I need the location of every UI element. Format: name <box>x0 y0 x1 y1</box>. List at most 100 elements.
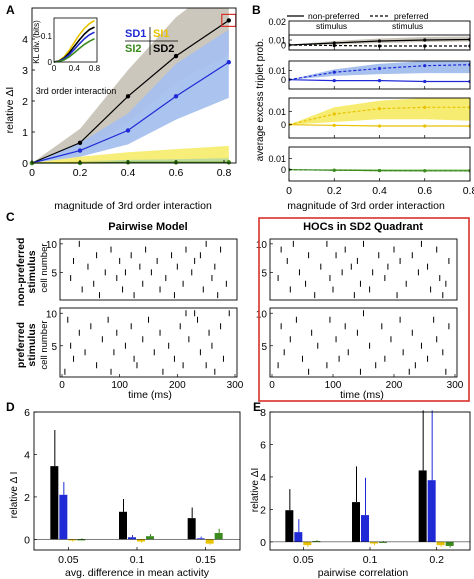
axes-frame <box>288 146 471 182</box>
panel-b-subplot-3: 00.01 <box>268 97 471 139</box>
axes-frame <box>269 411 471 551</box>
bar-si1 <box>303 541 312 546</box>
panel-a-ylabel: relative ΔI <box>4 87 16 134</box>
bar-si2 <box>146 536 154 540</box>
panel-a-legend: SD1 SI1 SI2 SD2 <box>125 27 178 55</box>
panel-c-row-label-bot-1: preferred <box>15 322 27 368</box>
x-tick-label: 0.6 <box>417 185 432 197</box>
panel-letter-a: A <box>6 3 15 17</box>
y-tick-label: 8 <box>260 407 266 419</box>
bar-sd2 <box>187 518 196 540</box>
y-tick-label: 5 <box>261 268 267 279</box>
point-nonpreferred <box>332 41 336 45</box>
point-si2 <box>226 160 231 165</box>
point-sd1 <box>77 148 83 153</box>
legend-pref-1: preferred <box>394 11 429 21</box>
point-preferred <box>332 43 336 48</box>
bar-sd1 <box>196 538 205 540</box>
raster-frame <box>269 307 458 378</box>
y-tick-label: 0 <box>281 120 286 130</box>
inset-x-tick: 0 <box>52 64 57 73</box>
point-preferred <box>332 168 336 172</box>
y-tick-label: 5 <box>261 342 267 353</box>
bar-si2 <box>77 539 86 541</box>
y-tick-label: 0 <box>281 75 286 85</box>
x-tick-label: 100 <box>111 380 128 391</box>
point-nonpreferred <box>332 123 336 127</box>
bar-si2 <box>445 541 454 546</box>
legend-sd1: SD1 <box>125 28 146 40</box>
sd2-highlight-box <box>258 217 470 402</box>
panel-d-xlabel: avg. difference in mean activity <box>65 567 210 579</box>
panel-b-xlabel: magnitude of 3rd order interaction <box>287 200 445 212</box>
y-tick-label: 0 <box>260 537 266 549</box>
x-tick-label: 0 <box>286 185 292 197</box>
y-tick-label: 10 <box>256 240 268 251</box>
point-sd1 <box>226 60 231 65</box>
point-preferred <box>423 105 427 109</box>
point-preferred <box>377 44 382 48</box>
y-tick-label: 10 <box>46 309 58 320</box>
x-tick-label: 0 <box>269 380 275 391</box>
raster-right-top: 5 10 <box>256 238 458 301</box>
bar-si2 <box>379 541 387 543</box>
point-sd1 <box>173 94 179 99</box>
panel-letter-d: D <box>6 400 15 414</box>
y-tick-label: 2 <box>260 504 266 516</box>
band <box>289 98 470 125</box>
bar-sd1 <box>361 515 369 542</box>
panel-letter-c: C <box>6 210 15 224</box>
x-tick-label: 300 <box>227 380 244 391</box>
band-si1 <box>32 145 229 163</box>
y-tick-label: 4 <box>260 472 266 484</box>
point-sd1 <box>125 128 131 133</box>
y-tick-label: 2 <box>22 96 28 108</box>
y-tick-label: 0 <box>281 41 286 51</box>
y-tick-label: 0 <box>281 165 286 175</box>
bar-sd1 <box>294 532 303 542</box>
legend-si2: SI2 <box>125 43 142 55</box>
point-preferred <box>377 66 382 71</box>
x-tick-label: 0.6 <box>169 167 184 179</box>
bar-si1 <box>436 541 445 546</box>
band-sd1 <box>32 29 229 163</box>
point-preferred <box>332 70 336 74</box>
point-nonpreferred <box>423 124 427 128</box>
legend-nonpref-2: stimulus <box>316 21 347 31</box>
panel-b-subplot-4: 00.01 <box>268 146 471 182</box>
panel-c-xlabel-right: time (ms) <box>340 389 384 401</box>
axes-frame <box>33 411 241 551</box>
panel-c-row-label-bot-2: stimulus <box>26 323 38 366</box>
point-nonpreferred <box>332 79 336 83</box>
panel-c-row-label-top-2: stimulus <box>26 250 38 293</box>
x-tick-label: 200 <box>169 380 186 391</box>
point-sd2 <box>125 94 131 99</box>
x-tick-label: 0.2 <box>73 167 88 179</box>
bar-si1 <box>137 539 145 542</box>
point-preferred <box>423 169 427 173</box>
bar-si2 <box>214 533 223 540</box>
raster-frame <box>59 307 238 378</box>
x-tick-label: 0.4 <box>372 185 387 197</box>
panel-b-inner <box>289 168 470 173</box>
point-sd2 <box>226 18 231 23</box>
y-tick-label: 6 <box>260 439 266 451</box>
raster-frame <box>269 238 458 301</box>
point-nonpreferred <box>377 39 382 43</box>
y-tick-label: 0.01 <box>268 66 286 76</box>
y-tick-label: 1 <box>22 127 28 139</box>
panel-e-xlabel: pairwise correlation <box>318 567 409 579</box>
panel-b-ylabel: average excess triplet prob. <box>255 39 266 162</box>
y-tick-label: 0.01 <box>268 36 286 46</box>
y-tick-label: 5 <box>51 342 57 353</box>
bar-sd2 <box>352 502 360 542</box>
inset-x-tick: 0.4 <box>69 64 81 73</box>
bar-si1 <box>370 541 378 544</box>
bar-si1 <box>68 539 77 541</box>
point-nonpreferred <box>377 124 382 128</box>
legend-nonpref-1: non-preferred <box>308 11 360 21</box>
x-tick-label: 0.8 <box>463 185 474 197</box>
